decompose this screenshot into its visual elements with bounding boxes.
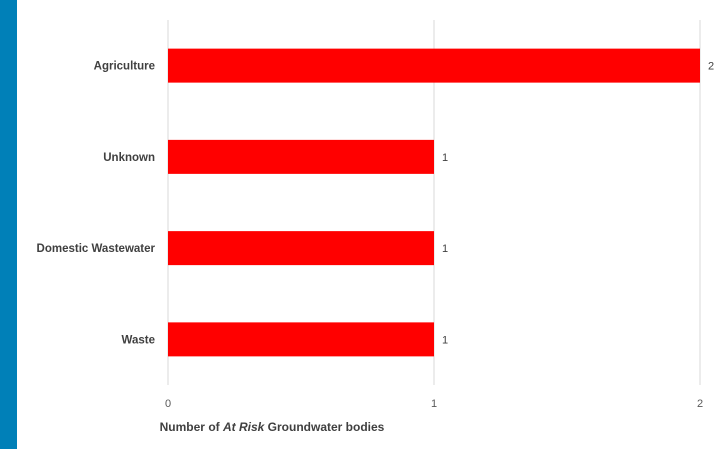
bar <box>168 231 434 266</box>
data-label: 1 <box>442 334 448 346</box>
bar <box>168 139 434 174</box>
bar-chart: Agriculture Unknown Domestic Wastewater Was… <box>37 20 714 434</box>
x-axis-title-part-1: Number of <box>160 420 223 434</box>
x-axis-title-part-3: Groundwater bodies <box>264 420 384 434</box>
category-label: Domestic Wastewater <box>37 243 156 255</box>
category-label: Agriculture <box>94 61 155 73</box>
x-axis-title-part-2: At Risk <box>222 420 266 434</box>
x-tick-labels: 0 1 2 <box>165 398 703 410</box>
bars <box>168 48 700 357</box>
category-label: Waste <box>122 334 155 346</box>
data-label: 2 <box>708 61 714 73</box>
x-axis-title: Number of At Risk Groundwater bodies <box>160 420 385 434</box>
data-label: 1 <box>442 243 448 255</box>
bar <box>168 48 700 83</box>
data-labels: 2 1 1 1 <box>442 61 714 347</box>
category-label: Unknown <box>103 152 155 164</box>
x-tick-label: 1 <box>431 398 437 410</box>
chart-panel: Agriculture Unknown Domestic Wastewater Was… <box>17 0 721 449</box>
category-labels: Agriculture Unknown Domestic Wastewater Was… <box>37 61 156 347</box>
data-label: 1 <box>442 152 448 164</box>
x-tick-label: 2 <box>697 398 703 410</box>
x-tick-label: 0 <box>165 398 171 410</box>
bar <box>168 322 434 357</box>
